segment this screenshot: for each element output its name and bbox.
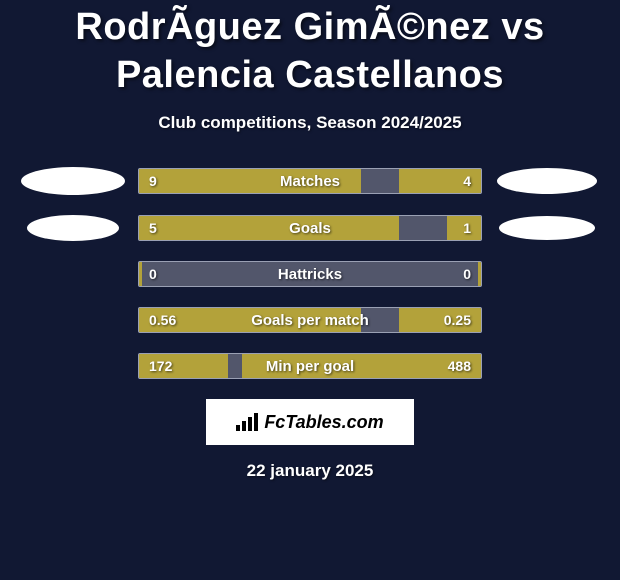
stat-value-right: 1 [463,216,471,240]
stat-bar: 0 0Hattricks [138,261,482,287]
player-ellipse-right [497,168,597,194]
stat-value-right: 0 [463,262,471,286]
stat-value-right: 0.25 [444,308,471,332]
bar-chart-icon [236,413,258,431]
stat-bar: 94Matches [138,168,482,194]
stat-row: 172488Min per goal [0,353,620,379]
ellipse-slot-right [482,168,612,194]
comparison-infographic: RodrÃ­guez GimÃ©nez vs Palencia Castella… [0,0,620,580]
stat-value-right: 488 [448,354,471,378]
fctables-logo[interactable]: FcTables.com [206,399,414,445]
stat-row: 0 0Hattricks [0,261,620,287]
bar-fill-left [139,216,399,240]
bar-fill-left [139,169,361,193]
bar-fill-left [139,262,142,286]
stat-value-left: 9 [149,169,157,193]
bar-fill-right [242,354,481,378]
date: 22 january 2025 [0,461,620,481]
logo-text: FcTables.com [264,412,383,433]
ellipse-slot-left [8,167,138,195]
stat-value-left: 0 [149,262,157,286]
stat-bar: 51Goals [138,215,482,241]
subtitle: Club competitions, Season 2024/2025 [0,113,620,133]
stat-row: 51Goals [0,215,620,241]
player-ellipse-right [499,216,595,240]
bar-fill-right [478,262,481,286]
player-ellipse-left [21,167,125,195]
stat-value-left: 5 [149,216,157,240]
ellipse-slot-right [482,216,612,240]
page-title: RodrÃ­guez GimÃ©nez vs Palencia Castella… [0,4,620,99]
stat-value-left: 0.56 [149,308,176,332]
stat-row: 0.560.25Goals per match [0,307,620,333]
player-ellipse-left [27,215,119,241]
stat-bar: 0.560.25Goals per match [138,307,482,333]
stat-bar: 172488Min per goal [138,353,482,379]
stat-label: Hattricks [139,262,481,286]
stat-rows: 94Matches51Goals00Hattricks0.560.25Goals… [0,167,620,379]
stat-row: 94Matches [0,167,620,195]
stat-value-right: 4 [463,169,471,193]
ellipse-slot-left [8,215,138,241]
stat-value-left: 172 [149,354,172,378]
